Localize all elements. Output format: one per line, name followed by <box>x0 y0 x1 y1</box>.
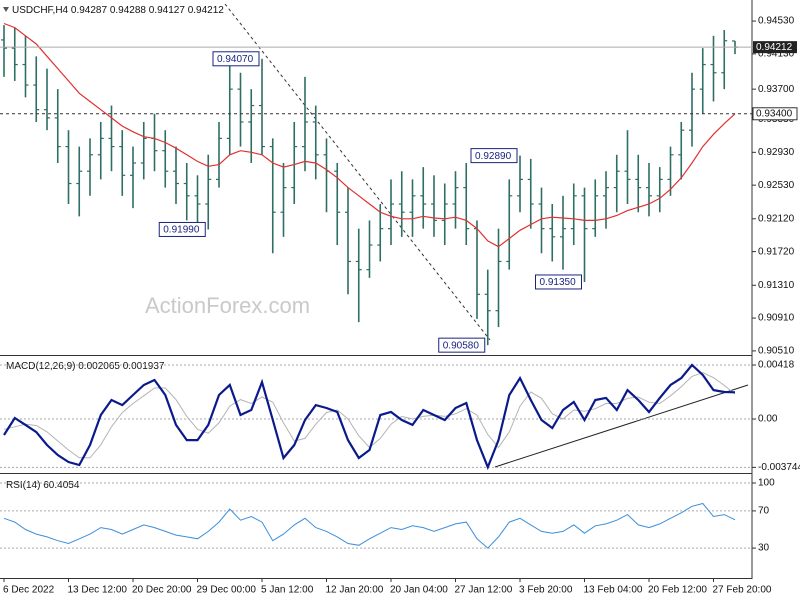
annotation-box <box>535 274 582 290</box>
rsi-header: RSI(14) 60.4054 <box>6 480 80 491</box>
macd-last: 0.002065 <box>78 361 120 372</box>
y-tick-label: 0.90910 <box>758 313 795 324</box>
x-tick-label: 6 Dec 2022 <box>3 585 55 596</box>
y-tick-label: 0.00418 <box>758 360 795 371</box>
x-tick-label: 29 Dec 00:00 <box>197 585 257 596</box>
annotation-label: 0.90580 <box>443 340 480 351</box>
annotation-box <box>470 148 518 164</box>
macd-title: MACD(12,26,9) <box>6 361 75 372</box>
x-tick-label: 20 Feb 12:00 <box>648 585 707 596</box>
rsi-last: 60.4054 <box>43 480 80 491</box>
last-close: 0.94212 <box>188 5 225 16</box>
macd-header: MACD(12,26,9) 0.002065 0.001937 <box>6 361 165 372</box>
y-tick-label: 0.92930 <box>758 147 795 158</box>
y-tick-label: 100 <box>758 478 775 489</box>
macd-line <box>3 363 736 471</box>
y-tick-label: 0.92120 <box>758 213 795 224</box>
level-label: 0.93400 <box>756 108 793 119</box>
signal-last: 0.001937 <box>123 361 165 372</box>
x-tick-label: 13 Dec 12:00 <box>68 585 128 596</box>
x-tick-label: 20 Dec 20:00 <box>132 585 192 596</box>
annotation-label: 0.91990 <box>163 225 200 236</box>
price-label: 0.94212 <box>756 42 793 53</box>
annotation-box <box>158 221 206 237</box>
y-tick-label: -0.003744 <box>758 462 800 473</box>
x-tick-label: 13 Feb 04:00 <box>584 585 643 596</box>
rsi-title: RSI(14) <box>6 480 40 491</box>
y-tick-label: 0.00 <box>758 414 778 425</box>
last-low: 0.94127 <box>149 5 186 16</box>
x-tick-label: 27 Feb 20:00 <box>713 585 772 596</box>
y-tick-label: 0.90510 <box>758 346 795 357</box>
annotation-label: 0.91350 <box>540 277 577 288</box>
annotation-label: 0.92890 <box>475 151 512 162</box>
y-tick-label: 30 <box>758 543 770 554</box>
y-tick-label: 0.93700 <box>758 84 795 95</box>
y-tick-label: 0.94130 <box>758 49 795 60</box>
annotation-box <box>212 51 260 67</box>
y-tick-label: 0.91720 <box>758 246 795 257</box>
marks-layer <box>0 22 752 549</box>
annotation-label: 0.94070 <box>217 54 254 65</box>
symbol: USDCHF,H4 <box>12 5 69 16</box>
y-tick-label: 70 <box>758 506 770 517</box>
x-tick-label: 5 Jan 12:00 <box>261 585 314 596</box>
level-label-box <box>752 107 798 121</box>
x-tick-label: 27 Jan 12:00 <box>455 585 513 596</box>
y-tick-label: 0.92530 <box>758 180 795 191</box>
y-tick-label: 0.94530 <box>758 16 795 27</box>
price-header: USDCHF,H4 0.94287 0.94288 0.94127 0.9421… <box>12 5 224 16</box>
y-tick-label: 0.91310 <box>758 280 795 291</box>
last-open: 0.94287 <box>71 5 108 16</box>
last-high: 0.94288 <box>110 5 147 16</box>
trend-line <box>224 3 491 341</box>
x-tick-label: 12 Jan 20:00 <box>326 585 384 596</box>
rsi-line <box>3 502 736 549</box>
x-tick-label: 20 Jan 04:00 <box>390 585 448 596</box>
watermark: ActionForex.com <box>145 293 310 318</box>
x-tick-label: 3 Feb 20:00 <box>519 585 573 596</box>
moving-average <box>3 22 736 248</box>
menu-icon <box>3 7 9 12</box>
trend-line <box>494 384 749 468</box>
annotation-box <box>438 337 486 353</box>
price-label-box <box>753 41 797 54</box>
labels-layer: 0.93400 0.94212 0.94070 0.91990 0.92890 0.913… <box>158 41 798 353</box>
